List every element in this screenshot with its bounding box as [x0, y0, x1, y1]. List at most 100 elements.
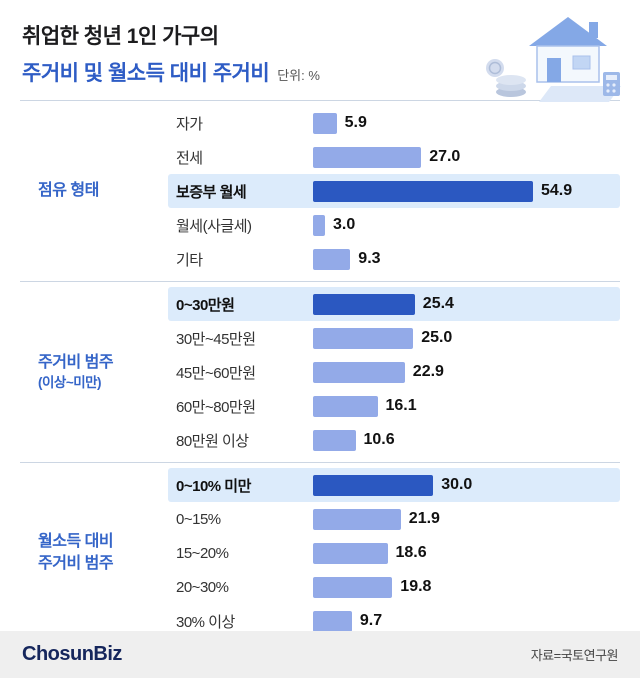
chart-section: 월소득 대비 주거비 범주 0~10% 미만 30.0 0~15% 21.9 15~20% 1…: [20, 463, 620, 644]
title-line2: 주거비 및 월소득 대비 주거비 단위: %: [22, 57, 618, 87]
row-label: 30% 이상: [176, 613, 235, 631]
chart-row: 80만원 이상 10.6: [168, 423, 620, 457]
bar: [313, 112, 337, 134]
bar-area: 54.9: [313, 180, 620, 202]
section-rows: 0~10% 미만 30.0 0~15% 21.9 15~20% 18.6 20~30% 19.…: [168, 466, 620, 640]
house-illustration-icon: [461, 10, 626, 110]
chart-row: 전세 27.0: [168, 140, 620, 174]
value-label: 16.1: [385, 397, 417, 414]
value-label: 21.9: [408, 510, 440, 527]
chart-row: 15~20% 18.6: [168, 536, 620, 570]
header: 취업한 청년 1인 가구의 주거비 및 월소득 대비 주거비 단위: %: [0, 0, 640, 102]
value-label: 25.4: [422, 295, 454, 312]
chart-row: 45만~60만원 22.9: [168, 355, 620, 389]
row-label: 0~10% 미만: [176, 477, 251, 495]
bar-area: 9.7: [313, 610, 620, 632]
bar: [313, 542, 388, 564]
group-label-line: 월소득 대비: [38, 533, 114, 551]
bar-area: 5.9: [313, 112, 620, 134]
bar: [313, 293, 415, 315]
value-label: 3.0: [333, 216, 356, 233]
chart-row: 보증부 월세 54.9: [168, 174, 620, 208]
chart-row: 30% 이상 9.7: [168, 604, 620, 638]
row-label: 기타: [176, 251, 203, 269]
chart-row: 0~15% 21.9: [168, 502, 620, 536]
value-label: 18.6: [395, 544, 427, 561]
unit-label: 단위: %: [277, 68, 320, 83]
value-label: 5.9: [344, 114, 367, 131]
bar: [313, 508, 401, 530]
bar-area: 3.0: [313, 214, 620, 236]
chart-row: 0~10% 미만 30.0: [168, 468, 620, 502]
chart-row: 자가 5.9: [168, 106, 620, 140]
row-label: 월세(사글세): [176, 217, 252, 235]
chart-row: 20~30% 19.8: [168, 570, 620, 604]
group-label: 주거비 범주 (이상~미만): [20, 285, 168, 459]
bar: [313, 474, 434, 496]
bar-area: 22.9: [313, 361, 620, 383]
row-label: 45만~60만원: [176, 364, 256, 382]
value-label: 19.8: [400, 578, 432, 595]
group-label-line: 주거비 범주: [38, 555, 114, 572]
value-label: 27.0: [429, 148, 461, 165]
row-label: 15~20%: [176, 544, 229, 562]
bar: [313, 361, 405, 383]
group-label-line: 주거비 범주: [38, 354, 114, 372]
chosunbiz-logo: ChosunBiz: [22, 643, 122, 665]
group-label: 점유 형태: [20, 104, 168, 278]
chart-row: 월세(사글세) 3.0: [168, 208, 620, 242]
bar-area: 25.4: [313, 293, 620, 315]
bar: [313, 248, 351, 270]
bar: [313, 180, 533, 202]
bar-area: 21.9: [313, 508, 620, 530]
chart-row: 기타 9.3: [168, 242, 620, 276]
chart-row: 30만~45만원 25.0: [168, 321, 620, 355]
bar-area: 27.0: [313, 146, 620, 168]
bar: [313, 576, 393, 598]
section-rows: 0~30만원 25.4 30만~45만원 25.0 45만~60만원 22.9 60만~80…: [168, 285, 620, 459]
chart-sections: 점유 형태 자가 5.9 전세 27.0 보증부 월세 54.9 월세(사글세) 3.0 기타 9.…: [20, 100, 620, 644]
group-label-line: (이상~미만): [38, 374, 102, 390]
value-label: 9.7: [359, 612, 383, 629]
bar-area: 19.8: [313, 576, 620, 598]
row-label: 80만원 이상: [176, 432, 249, 450]
value-label: 10.6: [363, 431, 395, 448]
value-label: 54.9: [541, 182, 573, 199]
value-label: 9.3: [358, 250, 381, 267]
bar-area: 30.0: [313, 474, 620, 496]
title-line1: 취업한 청년 1인 가구의: [22, 25, 219, 48]
row-label: 자가: [176, 115, 203, 133]
row-label: 60만~80만원: [176, 398, 256, 416]
bar: [313, 327, 414, 349]
bar-area: 10.6: [313, 429, 620, 451]
row-label: 30만~45만원: [176, 330, 256, 348]
bar: [313, 429, 356, 451]
bar: [313, 214, 325, 236]
bar: [313, 146, 422, 168]
bar: [313, 395, 378, 417]
source-label: 자료=국토연구원: [530, 648, 619, 663]
section-rows: 자가 5.9 전세 27.0 보증부 월세 54.9 월세(사글세) 3.0 기타 9.3: [168, 104, 620, 278]
title-line2-text: 주거비 및 월소득 대비 주거비: [22, 62, 270, 85]
value-label: 25.0: [421, 329, 453, 346]
row-label: 20~30%: [176, 578, 229, 596]
row-label: 보증부 월세: [176, 183, 247, 201]
value-label: 30.0: [441, 476, 473, 493]
bar-area: 18.6: [313, 542, 620, 564]
chart-section: 점유 형태 자가 5.9 전세 27.0 보증부 월세 54.9 월세(사글세) 3.0 기타 9.…: [20, 101, 620, 282]
bar-area: 16.1: [313, 395, 620, 417]
row-label: 전세: [176, 149, 203, 167]
value-label: 22.9: [412, 363, 444, 380]
bar-area: 9.3: [313, 248, 620, 270]
row-label: 0~30만원: [176, 296, 235, 314]
bar-area: 25.0: [313, 327, 620, 349]
chart-row: 0~30만원 25.4: [168, 287, 620, 321]
row-label: 0~15%: [176, 510, 221, 528]
group-label-line: 점유 형태: [38, 182, 99, 200]
chart-row: 60만~80만원 16.1: [168, 389, 620, 423]
chart-section: 주거비 범주 (이상~미만) 0~30만원 25.4 30만~45만원 25.0 45만~6…: [20, 282, 620, 463]
footer: ChosunBiz 자료=국토연구원: [0, 631, 640, 678]
bar: [313, 610, 352, 632]
